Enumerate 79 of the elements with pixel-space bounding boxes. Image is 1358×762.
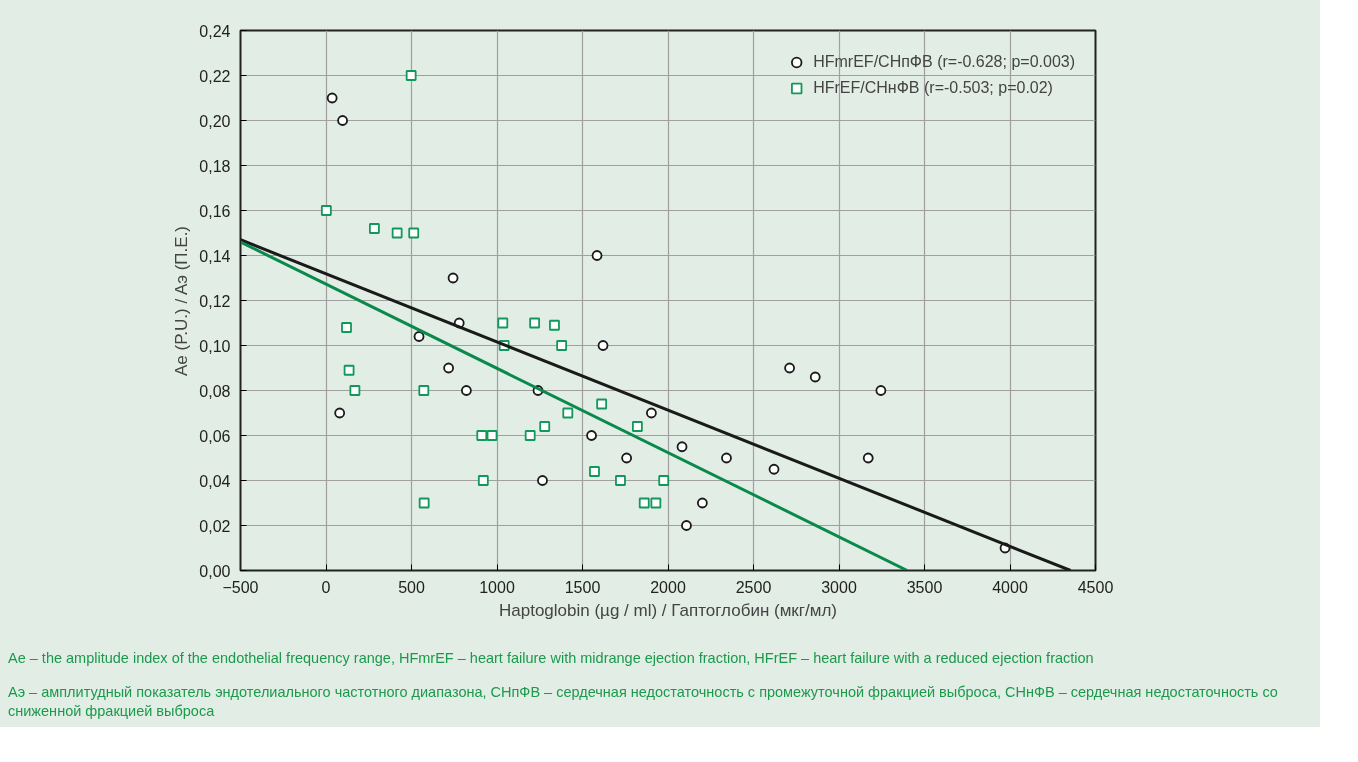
point: [476, 430, 488, 441]
point: [721, 452, 732, 464]
y-tick-label: 0,18: [199, 157, 231, 175]
x-tick-label: 3500: [906, 578, 943, 596]
point: [341, 322, 352, 333]
point: [343, 364, 355, 376]
x-tick-label: 1000: [479, 578, 515, 596]
y-axis-title: Ae (P.U.) / Aэ (П.Е.): [172, 225, 192, 376]
point: [334, 407, 346, 419]
point: [784, 362, 795, 374]
y-tick-label: 0,22: [199, 67, 231, 85]
point: [405, 70, 417, 81]
point: [326, 92, 338, 104]
y-tick-label: 0,14: [199, 247, 231, 265]
y-tick-label: 0,06: [199, 427, 231, 445]
point: [418, 385, 430, 396]
point: [413, 331, 425, 342]
point: [447, 272, 459, 284]
point: [477, 475, 489, 486]
text: Aэ – амплитудный показатель эндотелиального частотного диапазона, СНпФВ – сердечная недостаточность с промежуточной фракцией выброса, СНнФВ – сердечная недостаточность со сниженной фракцией выброса: [8, 682, 1279, 722]
x-tick-label: 2500: [735, 578, 772, 596]
point: [615, 475, 626, 486]
point: [418, 497, 430, 509]
text: Ae – the amplitude index of the endothelial frequency range, HFmrEF – heart failure with midrange ejection fraction, HFrEF – heart failure with a reduced ejection fraction: [8, 649, 1094, 668]
point: [443, 362, 455, 374]
point: [556, 340, 568, 351]
point: [631, 421, 643, 432]
x-axis-title: Haptoglobin (µg / ml) / Гаптоглобин (мкг/мл): [499, 600, 837, 620]
point: [862, 452, 874, 464]
x-tick-label: 500: [398, 578, 425, 596]
x-tick-label: 4500: [1077, 578, 1114, 596]
point: [646, 407, 657, 419]
point: [696, 497, 708, 509]
point: [391, 227, 403, 239]
point: [486, 430, 498, 441]
point: [349, 385, 361, 396]
x-tick-label: 2000: [650, 578, 686, 596]
y-tick-label: 0,00: [199, 562, 231, 580]
y-tick-label: 0,08: [199, 382, 231, 400]
point: [368, 223, 380, 234]
y-tick-label: 0,04: [199, 472, 231, 490]
point: [497, 317, 509, 329]
y-tick-label: 0,20: [199, 112, 231, 130]
point: [681, 520, 692, 531]
point: [337, 115, 348, 126]
y-tick-label: 0,16: [199, 202, 231, 220]
point: [591, 250, 603, 261]
x-tick-label: −500: [222, 578, 259, 596]
point: [539, 421, 551, 432]
point: [621, 452, 633, 464]
point: [562, 407, 574, 419]
point: [589, 466, 600, 477]
legend-label: HFrEF/СНнФВ (r=-0.503; p=0.02): [813, 79, 1053, 97]
point: [320, 205, 332, 216]
point: [529, 317, 541, 329]
point: [586, 430, 597, 441]
point: [597, 340, 609, 351]
point: [524, 430, 536, 441]
y-tick-label: 0,10: [199, 337, 231, 355]
y-tick-label: 0,02: [199, 517, 231, 535]
point: [676, 441, 688, 453]
y-tick-label: 0,24: [199, 22, 231, 40]
x-tick-label: 4000: [992, 578, 1028, 596]
point: [460, 385, 472, 396]
legend-label: HFmrEF/СНпФВ (r=-0.628; p=0.003): [813, 53, 1075, 71]
x-tick-label: 1500: [564, 578, 601, 596]
x-tick-label: 3000: [821, 578, 857, 596]
point: [650, 497, 662, 509]
y-tick-label: 0,12: [199, 292, 231, 310]
point: [408, 227, 420, 239]
point: [809, 371, 821, 383]
point: [596, 398, 608, 410]
point: [537, 475, 548, 486]
x-tick-label: 0: [321, 578, 331, 596]
point: [658, 475, 670, 486]
point: [768, 463, 780, 475]
point: [875, 385, 887, 396]
point: [638, 497, 650, 509]
point: [549, 319, 560, 331]
